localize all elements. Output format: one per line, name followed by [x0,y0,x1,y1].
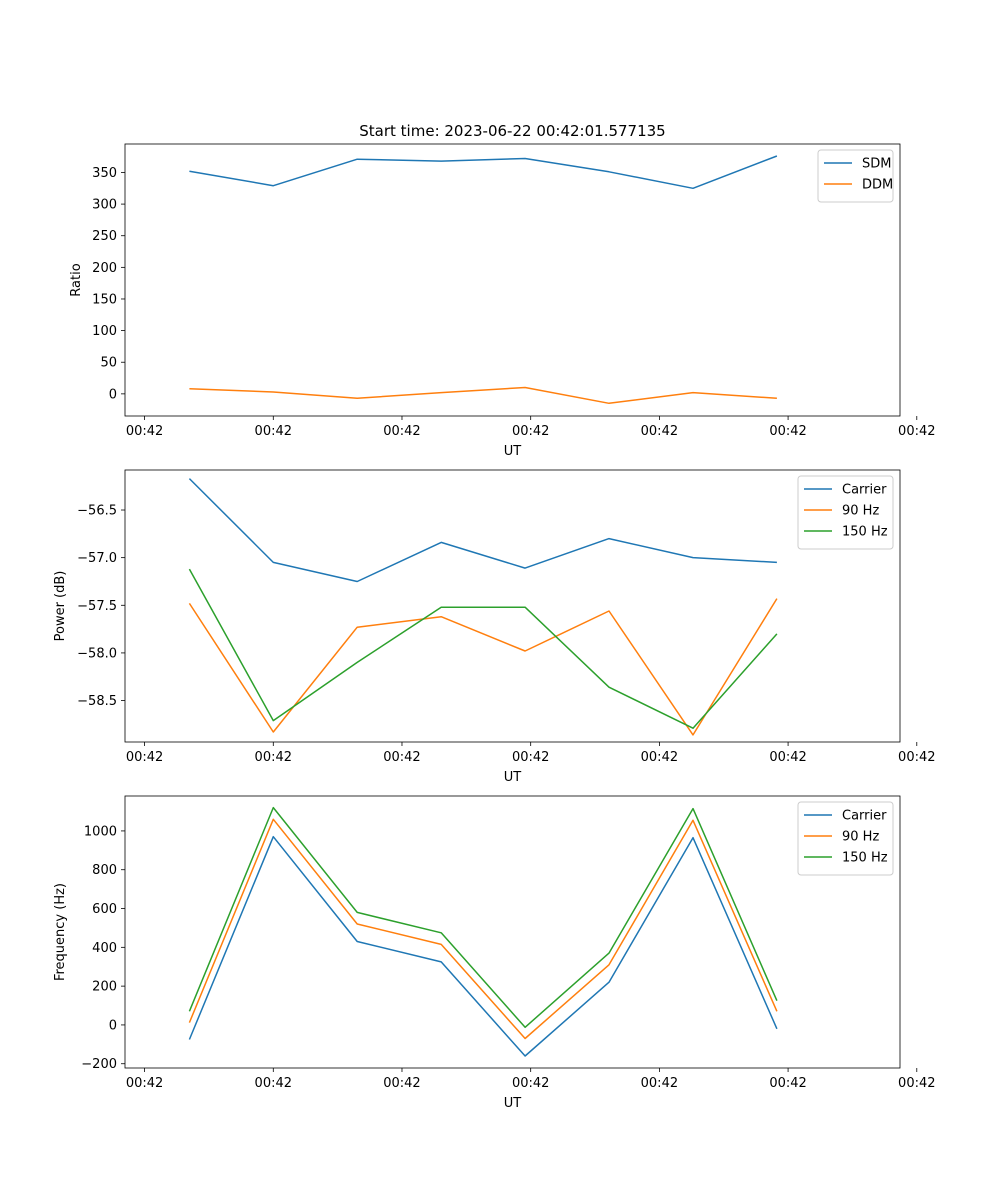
figure-title: Start time: 2023-06-22 00:42:01.577135 [359,122,665,140]
x-axis-label: UT [504,444,522,459]
x-tick-label: 00:42 [255,750,292,765]
x-tick-label: 00:42 [641,1076,678,1091]
y-tick-label: 200 [92,980,117,995]
y-tick-label: 250 [92,229,117,244]
x-tick-label: 00:42 [641,424,678,439]
y-axis-label: Frequency (Hz) [53,883,68,981]
legend: Carrier 90 Hz 150 Hz [797,801,894,876]
axes-frame [124,795,901,1069]
x-tick-label: 00:42 [769,750,806,765]
legend-label: Carrier [842,483,887,498]
legend-label: DDM [862,178,893,193]
chart-panel-1: 00:42 00:42 00:42 00:42 00:42 00:42 00:42 0 50 10… [69,143,936,459]
y-tick-label: 200 [92,261,117,276]
x-tick-label: 00:42 [255,1076,292,1091]
panels: 00:42 00:42 00:42 00:42 00:42 00:42 00:42 0 50 10… [53,143,936,1111]
x-tick-label: 00:42 [383,750,420,765]
y-tick-label: 150 [92,292,117,307]
x-tick-label: 00:42 [769,424,806,439]
legend-label: 150 Hz [842,851,888,866]
y-tick-label: 600 [92,902,117,917]
y-tick-label: −57.5 [77,599,117,614]
legend-label: 90 Hz [842,830,879,845]
x-axis-label: UT [504,770,522,785]
x-tick-label: 00:42 [512,424,549,439]
x-axis-label: UT [504,1096,522,1111]
series-line-150-hz [188,806,778,1029]
x-tick-label: 00:42 [126,1076,163,1091]
legend: SDM DDM [817,149,894,203]
y-tick-label: 1000 [84,824,117,839]
axes-frame [124,143,901,417]
series-line-150-hz [188,568,778,729]
series-line-carrier [188,478,777,583]
legend-label: Carrier [842,809,887,824]
y-tick-label: 350 [92,166,117,181]
series-line-carrier [188,835,778,1057]
x-tick-label: 00:42 [126,750,163,765]
y-tick-label: 0 [109,387,117,402]
y-tick-label: 400 [92,941,117,956]
series-line-90-hz [188,818,778,1040]
legend-label: 150 Hz [842,525,888,540]
x-tick-label: 00:42 [383,424,420,439]
series-line-sdm [189,155,778,190]
x-tick-label: 00:42 [898,750,935,765]
legend-label: 90 Hz [842,504,879,519]
x-tick-label: 00:42 [512,1076,549,1091]
y-axis-label: Ratio [69,263,84,296]
series-line-ddm [189,386,777,405]
y-tick-label: 300 [92,198,117,213]
y-tick-label: −57.0 [77,551,117,566]
x-tick-label: 00:42 [383,1076,420,1091]
legend-label: SDM [862,157,891,172]
y-tick-label: −58.5 [77,694,117,709]
x-tick-label: 00:42 [126,424,163,439]
y-tick-label: 50 [100,356,117,371]
x-tick-label: 00:42 [898,1076,935,1091]
y-tick-label: 100 [92,324,117,339]
x-tick-label: 00:42 [512,750,549,765]
axes-frame [124,469,901,743]
x-tick-label: 00:42 [641,750,678,765]
legend: Carrier 90 Hz 150 Hz [797,475,894,550]
y-tick-label: 800 [92,863,117,878]
y-tick-label: −200 [81,1057,117,1072]
chart-panel-2: 00:42 00:42 00:42 00:42 00:42 00:42 00:42 −58.5… [53,469,936,785]
x-tick-label: 00:42 [898,424,935,439]
chart-panel-3: 00:42 00:42 00:42 00:42 00:42 00:42 00:42 −200 0… [53,795,936,1111]
y-axis-label: Power (dB) [53,571,68,642]
y-tick-label: 0 [109,1018,117,1033]
y-tick-label: −58.0 [77,646,117,661]
x-tick-label: 00:42 [769,1076,806,1091]
series-line-90-hz [188,598,778,736]
y-tick-label: −56.5 [77,504,117,519]
x-tick-label: 00:42 [255,424,292,439]
